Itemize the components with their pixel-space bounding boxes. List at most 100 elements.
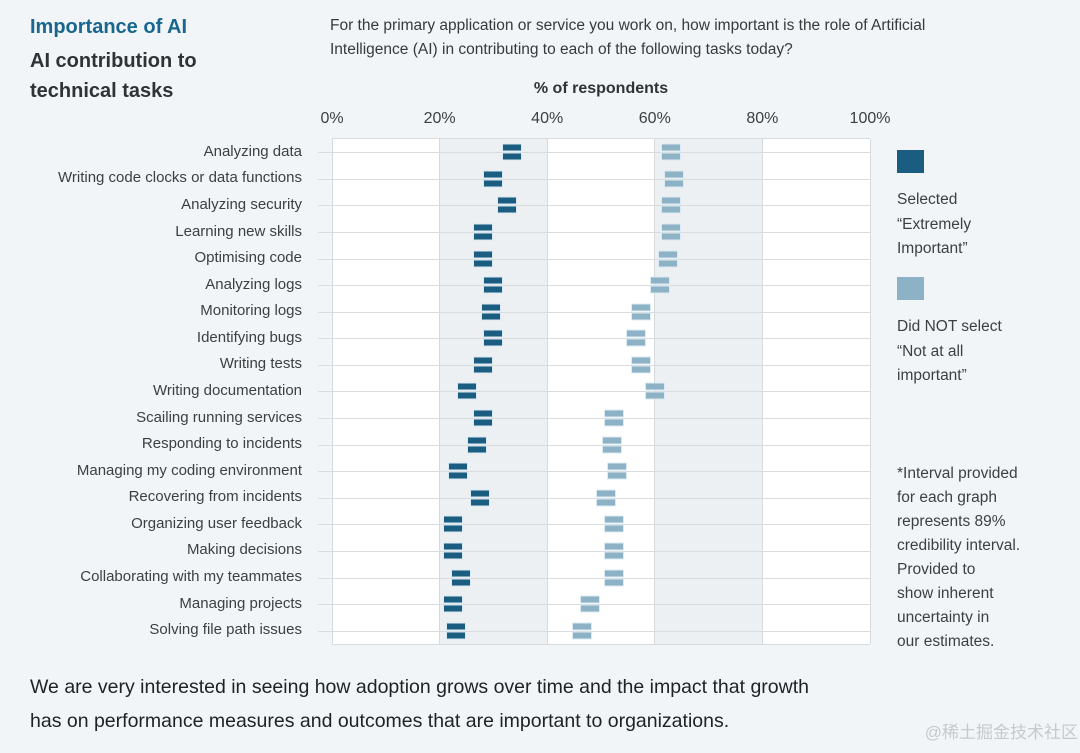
marker-not-at-all-important bbox=[651, 277, 670, 293]
chart-row bbox=[318, 352, 870, 379]
interval-bar bbox=[473, 357, 492, 364]
marker-not-at-all-important bbox=[661, 144, 680, 160]
marker-not-at-all-important bbox=[605, 516, 624, 532]
interval-bar bbox=[661, 233, 680, 240]
category-label: Collaborating with my teammates bbox=[80, 568, 302, 586]
interval-bar bbox=[659, 251, 678, 258]
x-tick-label: 0% bbox=[320, 110, 344, 127]
interval-bar bbox=[605, 419, 624, 426]
x-axis: 0% 20% 40% 60% 80% 100% bbox=[320, 110, 890, 130]
legend-label-not-at-all: Did NOT select “Not at all important” bbox=[897, 318, 1002, 384]
category-label: Identifying bugs bbox=[196, 328, 302, 346]
interval-bar bbox=[468, 446, 487, 453]
marker-extremely-important bbox=[484, 330, 503, 346]
category-label: Solving file path issues bbox=[149, 621, 302, 639]
interval-bar bbox=[608, 463, 627, 470]
interval-bar bbox=[473, 366, 492, 373]
row-gridline bbox=[318, 232, 870, 234]
interval-bar bbox=[468, 437, 487, 444]
marker-extremely-important bbox=[449, 463, 468, 479]
axis-title: % of respondents bbox=[533, 80, 669, 97]
interval-bar bbox=[632, 313, 651, 320]
interval-bar bbox=[497, 206, 516, 213]
category-label: Analyzing data bbox=[203, 142, 302, 160]
category-label: Writing documentation bbox=[153, 381, 302, 399]
interval-bar bbox=[608, 472, 627, 479]
plot-area bbox=[318, 138, 871, 645]
interval-bar bbox=[664, 180, 683, 187]
interval-bar bbox=[626, 339, 645, 346]
interval-bar bbox=[484, 330, 503, 337]
interval-bar bbox=[573, 632, 592, 639]
row-gridline bbox=[318, 444, 870, 446]
row-gridline bbox=[318, 497, 870, 499]
row-gridline bbox=[318, 152, 870, 154]
interval-bar bbox=[444, 605, 463, 612]
interval-bar bbox=[651, 286, 670, 293]
row-gridline bbox=[318, 471, 870, 473]
chart-row bbox=[318, 511, 870, 538]
category-label: Analyzing logs bbox=[205, 275, 302, 293]
interval-bar bbox=[484, 286, 503, 293]
interval-bar bbox=[605, 570, 624, 577]
interval-bar bbox=[446, 632, 465, 639]
legend-label-extremely-important: Selected “Extremely Important” bbox=[897, 191, 972, 257]
category-label: Writing code clocks or data functions bbox=[57, 169, 302, 187]
chart-row bbox=[318, 166, 870, 193]
interval-bar bbox=[484, 277, 503, 284]
marker-extremely-important bbox=[444, 516, 463, 532]
interval-bar bbox=[661, 153, 680, 160]
x-tick-label: 60% bbox=[638, 110, 671, 127]
marker-not-at-all-important bbox=[597, 490, 616, 506]
interval-bar bbox=[661, 224, 680, 231]
chart-row bbox=[318, 564, 870, 591]
footer-text: We are very interested in seeing how ado… bbox=[30, 676, 809, 732]
marker-not-at-all-important bbox=[605, 543, 624, 559]
survey-question: For the primary application or service y… bbox=[330, 17, 926, 58]
marker-not-at-all-important bbox=[605, 570, 624, 586]
interval-bar bbox=[597, 499, 616, 506]
marker-not-at-all-important bbox=[602, 437, 621, 453]
marker-extremely-important bbox=[497, 197, 516, 213]
category-label: Recovering from incidents bbox=[128, 488, 302, 506]
category-label: Scailing running services bbox=[136, 408, 302, 426]
marker-extremely-important bbox=[457, 383, 476, 399]
interval-bar bbox=[645, 392, 664, 399]
interval-bar bbox=[503, 153, 522, 160]
legend-swatch-not-at-all bbox=[897, 277, 924, 300]
chart-row bbox=[318, 405, 870, 432]
marker-extremely-important bbox=[473, 357, 492, 373]
interval-bar bbox=[446, 623, 465, 630]
chart-row bbox=[318, 617, 870, 644]
interval-bar bbox=[473, 419, 492, 426]
chart-row bbox=[318, 485, 870, 512]
marker-extremely-important bbox=[473, 410, 492, 426]
interval-bar bbox=[481, 304, 500, 311]
marker-not-at-all-important bbox=[659, 251, 678, 267]
marker-extremely-important bbox=[470, 490, 489, 506]
interval-bar bbox=[605, 410, 624, 417]
interval-bar bbox=[661, 206, 680, 213]
x-tick-label: 100% bbox=[849, 110, 891, 127]
kicker: Importance of AI bbox=[30, 16, 188, 38]
category-label: Responding to incidents bbox=[141, 435, 302, 453]
chart-row bbox=[318, 458, 870, 485]
interval-bar bbox=[605, 552, 624, 559]
marker-not-at-all-important bbox=[573, 623, 592, 639]
chart-row bbox=[318, 431, 870, 458]
marker-extremely-important bbox=[503, 144, 522, 160]
marker-not-at-all-important bbox=[632, 304, 651, 320]
interval-bar bbox=[602, 446, 621, 453]
category-label: Analyzing security bbox=[181, 195, 302, 213]
interval-bar bbox=[626, 330, 645, 337]
interval-bar bbox=[645, 383, 664, 390]
row-gridline bbox=[318, 338, 870, 340]
interval-bar bbox=[444, 543, 463, 550]
row-gridline bbox=[318, 178, 870, 180]
marker-not-at-all-important bbox=[661, 197, 680, 213]
marker-not-at-all-important bbox=[581, 596, 600, 612]
category-label: Learning new skills bbox=[175, 222, 302, 240]
interval-bar bbox=[484, 339, 503, 346]
row-gridline bbox=[318, 577, 870, 579]
interval-bar bbox=[573, 623, 592, 630]
